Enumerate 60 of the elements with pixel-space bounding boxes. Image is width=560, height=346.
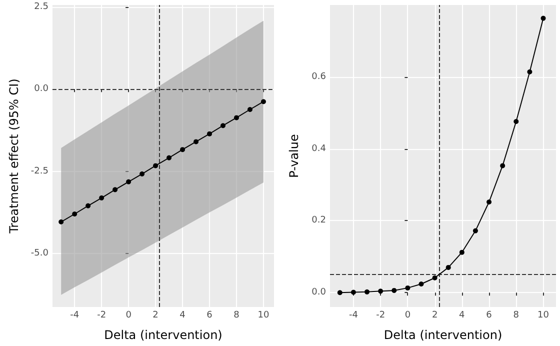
x-tick-label: -4 (70, 310, 80, 320)
x-axis-title: Delta (intervention) (384, 328, 502, 342)
point (392, 288, 397, 293)
point (234, 115, 239, 120)
y-axis-title: P-value (287, 134, 301, 178)
x-tick-label: -2 (97, 310, 106, 320)
point (486, 200, 492, 205)
point (58, 219, 64, 224)
point (220, 123, 226, 128)
point (446, 264, 451, 270)
y-tick-label: -5.0 (30, 248, 49, 258)
point (153, 163, 158, 168)
x-tick-label: 0 (404, 310, 411, 320)
point (247, 107, 252, 112)
point (112, 187, 118, 192)
x-tick-label: 4 (459, 310, 466, 320)
y-tick-label: 0.2 (312, 216, 326, 226)
point (405, 285, 410, 290)
y-tick-label: -2.5 (30, 166, 48, 176)
point (527, 69, 532, 74)
y-tick-label: 0.0 (34, 84, 49, 94)
point (72, 212, 78, 216)
point (350, 290, 356, 295)
y-tick-label: 0.6 (312, 72, 326, 82)
point (260, 99, 266, 104)
x-tick-label: 8 (513, 310, 520, 320)
x-tick-label: -2 (376, 310, 386, 320)
x-axis-title: Delta (intervention) (104, 328, 222, 342)
point (140, 171, 145, 176)
point (432, 275, 438, 280)
y-tick-label: 2.5 (34, 2, 48, 12)
point (540, 16, 546, 21)
point (166, 155, 172, 160)
x-tick-label: 10 (258, 310, 270, 320)
point (337, 290, 342, 296)
x-tick-label: 10 (538, 310, 550, 320)
x-tick-label: -4 (348, 310, 358, 320)
point (514, 118, 519, 124)
y-tick-label: 0.0 (312, 288, 326, 298)
point (99, 195, 104, 200)
point (180, 147, 186, 152)
point (418, 281, 424, 286)
point (207, 131, 212, 136)
x-tick-label: 8 (234, 310, 240, 320)
point (500, 163, 506, 168)
point (126, 179, 132, 184)
point (194, 139, 199, 144)
x-tick-label: 6 (206, 310, 213, 320)
point (378, 288, 384, 294)
x-tick-label: 2 (152, 310, 158, 320)
x-tick-label: 0 (126, 310, 132, 320)
y-axis-title: Treatment effect (95% CI) (7, 78, 21, 234)
point (364, 289, 370, 294)
x-tick-label: 6 (486, 310, 492, 320)
x-tick-label: 2 (432, 310, 438, 320)
point (472, 228, 478, 234)
point (459, 250, 464, 255)
y-tick-label: 0.4 (312, 144, 326, 154)
point (86, 203, 91, 208)
x-tick-label: 4 (180, 310, 186, 320)
